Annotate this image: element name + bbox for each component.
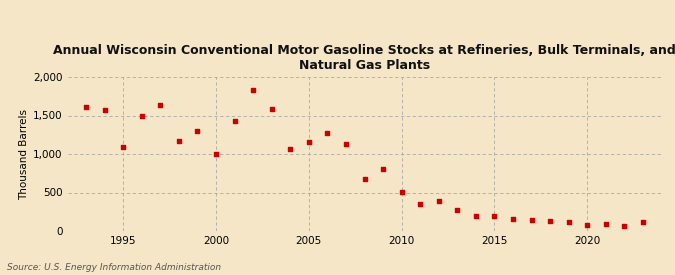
- Point: [340, 142, 351, 146]
- Point: [489, 213, 500, 218]
- Point: [508, 216, 518, 221]
- Point: [545, 219, 556, 223]
- Point: [173, 139, 184, 143]
- Text: Source: U.S. Energy Information Administration: Source: U.S. Energy Information Administ…: [7, 263, 221, 272]
- Point: [414, 202, 425, 206]
- Point: [136, 113, 147, 118]
- Point: [229, 119, 240, 123]
- Point: [396, 189, 407, 194]
- Point: [285, 147, 296, 152]
- Point: [526, 218, 537, 222]
- Y-axis label: Thousand Barrels: Thousand Barrels: [19, 109, 29, 199]
- Point: [601, 222, 612, 226]
- Point: [582, 223, 593, 227]
- Point: [563, 219, 574, 224]
- Point: [117, 145, 128, 149]
- Point: [248, 88, 259, 92]
- Point: [211, 152, 221, 156]
- Point: [81, 105, 92, 109]
- Point: [322, 131, 333, 135]
- Point: [637, 220, 648, 224]
- Title: Annual Wisconsin Conventional Motor Gasoline Stocks at Refineries, Bulk Terminal: Annual Wisconsin Conventional Motor Gaso…: [53, 44, 675, 72]
- Point: [192, 129, 202, 133]
- Point: [303, 140, 314, 145]
- Point: [452, 208, 463, 212]
- Point: [99, 108, 110, 112]
- Point: [470, 213, 481, 218]
- Point: [266, 106, 277, 111]
- Point: [155, 103, 166, 107]
- Point: [359, 177, 370, 181]
- Point: [433, 199, 444, 203]
- Point: [619, 224, 630, 229]
- Point: [378, 167, 389, 172]
